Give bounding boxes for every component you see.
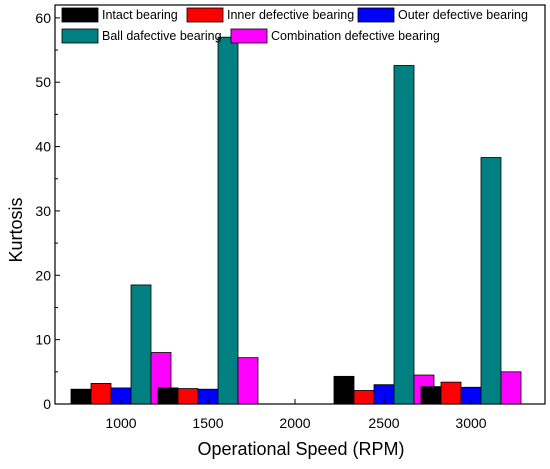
y-tick-label: 60 — [35, 10, 51, 26]
bar-2500-series-1 — [333, 375, 355, 405]
x-tick-label: 3000 — [455, 415, 486, 431]
legend-label-series-2: Inner defective bearing — [227, 8, 354, 22]
x-tick-label: 2000 — [279, 415, 310, 431]
bar-2500-series-2 — [353, 390, 375, 405]
legend-label-series-4: Ball dafective bearing — [102, 29, 222, 43]
bar-1500-series-4 — [217, 36, 239, 405]
bar-3000-series-2 — [440, 381, 462, 405]
bar-3000-series-5 — [500, 371, 522, 405]
bar-2500-series-4 — [393, 65, 415, 405]
y-tick-label: 50 — [35, 74, 51, 90]
x-axis-title: Operational Speed (RPM) — [197, 439, 404, 459]
legend-swatch-series-1 — [61, 7, 99, 23]
legend-label-series-3: Outer defective bearing — [398, 8, 528, 22]
bar-1500-series-2 — [177, 388, 199, 405]
legend-label-series-1: Intact bearing — [102, 8, 178, 22]
legend-swatch-series-3 — [357, 7, 395, 23]
bar-1500-series-1 — [157, 387, 179, 405]
plot-area-frame — [54, 4, 546, 405]
bar-1000-series-4 — [130, 284, 152, 405]
y-tick-label: 30 — [35, 203, 51, 219]
bar-1000-series-2 — [90, 383, 112, 405]
bar-1000-series-1 — [70, 388, 92, 405]
y-tick-label: 40 — [35, 139, 51, 155]
y-tick-label: 10 — [35, 332, 51, 348]
legend-swatch-series-4 — [61, 28, 99, 44]
y-axis-title: Kurtosis — [6, 197, 26, 262]
bar-1500-series-5 — [237, 357, 259, 405]
legend-label-series-5: Combination defective bearing — [271, 29, 440, 43]
bar-3000-series-4 — [480, 157, 502, 405]
x-tick-label: 1000 — [105, 415, 136, 431]
legend-swatch-series-2 — [186, 7, 224, 23]
legend-swatch-series-5 — [230, 28, 268, 44]
y-tick-label: 20 — [35, 267, 51, 283]
x-tick-label: 2500 — [368, 415, 399, 431]
x-tick-label: 1500 — [192, 415, 223, 431]
y-tick-label: 0 — [43, 396, 51, 412]
bar-3000-series-1 — [420, 386, 442, 405]
